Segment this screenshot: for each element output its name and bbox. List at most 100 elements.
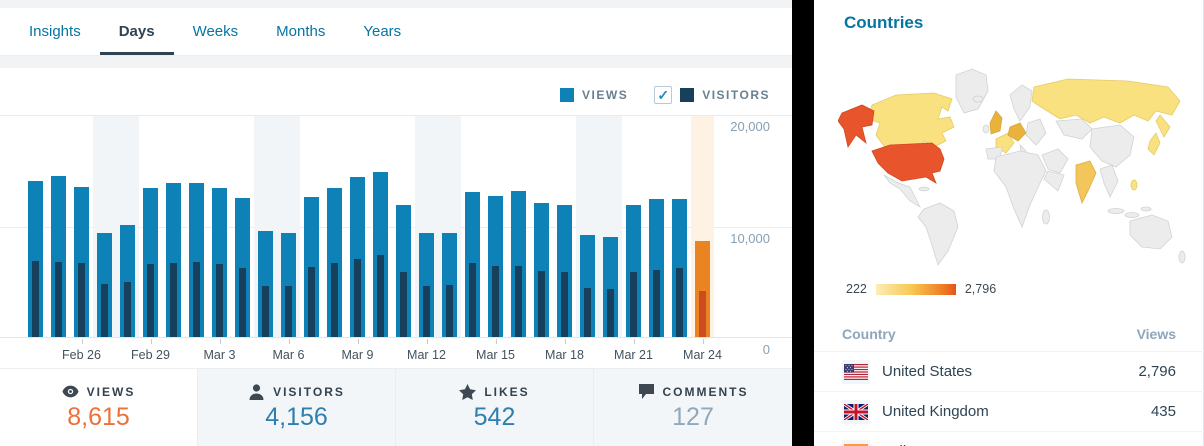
visitors-bar (699, 291, 706, 337)
visitors-bar (193, 262, 200, 337)
visitors-bar (584, 288, 591, 337)
bar-mar-3[interactable] (208, 114, 231, 337)
map-arabia (1043, 170, 1065, 192)
visitors-checkbox[interactable]: ✓ (654, 86, 673, 104)
country-row-india[interactable]: India341 (814, 432, 1204, 446)
bar-mar-4[interactable] (231, 114, 254, 337)
bar-mar-1[interactable] (162, 114, 185, 337)
visitors-bar (170, 263, 177, 337)
bar-feb-26[interactable] (70, 114, 93, 337)
bar-mar-16[interactable] (507, 114, 530, 337)
bar-mar-18[interactable] (553, 114, 576, 337)
bar-mar-20[interactable] (599, 114, 622, 337)
bar-feb-28[interactable] (116, 114, 139, 337)
country-row-united-states[interactable]: United States 2,796 (814, 352, 1204, 392)
bar-mar-23[interactable] (668, 114, 691, 337)
visitors-bar (492, 266, 499, 337)
map-alaska (838, 104, 875, 149)
map-united-states (871, 142, 945, 184)
x-tick-mark (219, 339, 221, 344)
bar-mar-15[interactable] (484, 114, 507, 337)
bar-mar-24[interactable] (691, 114, 714, 337)
bar-mar-21[interactable] (622, 114, 645, 337)
bar-feb-27[interactable] (93, 114, 116, 337)
tab-weeks[interactable]: Weeks (192, 23, 239, 40)
map-middle-east (1041, 148, 1069, 174)
x-axis-labels: Feb 26 Feb 29 Mar 3 Mar 6 Mar 9 Mar 12 Mar 15 M… (0, 339, 792, 368)
visitors-bar (469, 263, 476, 337)
bar-feb-24[interactable] (24, 114, 47, 337)
legend-views: VIEWS (560, 88, 628, 102)
views-bar (258, 231, 273, 337)
bar-mar-5[interactable] (254, 114, 277, 337)
summary-heading: VISITORS (248, 383, 345, 400)
x-tick-mark (81, 339, 83, 344)
tab-days[interactable]: Days (99, 8, 174, 55)
chart-card: VIEWS ✓ VISITORS 20,000 10,000 0 Feb 26 Feb… (0, 68, 792, 368)
views-bar (649, 199, 664, 337)
summary-comments[interactable]: COMMENTS 127 (594, 369, 792, 446)
map-africa (993, 150, 1047, 229)
map-indonesia-1 (1107, 208, 1125, 214)
bar-mar-13[interactable] (438, 114, 461, 337)
bar-mar-22[interactable] (645, 114, 668, 337)
summary-likes[interactable]: LIKES 542 (396, 369, 594, 446)
bar-feb-29[interactable] (139, 114, 162, 337)
map-philippines (1130, 179, 1138, 191)
bar-mar-11[interactable] (392, 114, 415, 337)
bar-mar-12[interactable] (415, 114, 438, 337)
summary-label: VIEWS (86, 384, 136, 399)
map-indonesia-2 (1124, 212, 1140, 218)
tab-years[interactable]: Years (363, 23, 402, 40)
stats-summary-row: VIEWS 8,615 VISITORS 4,156 LIKES 542 COMMENTS 1… (0, 368, 792, 446)
country-column-header: Country (842, 326, 896, 342)
visitors-bar (32, 261, 39, 337)
x-tick-mark (495, 339, 497, 344)
countries-title: Countries (844, 13, 924, 32)
person-icon (248, 383, 265, 400)
map-india (1075, 160, 1097, 205)
x-tick-mar-12: Mar 12 (407, 348, 446, 362)
summary-heading: COMMENTS (638, 383, 749, 400)
star-icon (459, 383, 477, 400)
country-views-value: 341 (1151, 443, 1176, 446)
summary-heading: VIEWS (62, 383, 136, 400)
visitors-bar (262, 286, 269, 337)
tab-insights[interactable]: Insights (29, 23, 81, 40)
world-map-heatmap[interactable] (838, 60, 1186, 272)
views-bar (350, 177, 365, 337)
bar-mar-7[interactable] (300, 114, 323, 337)
bar-mar-8[interactable] (323, 114, 346, 337)
x-tick-mark (702, 339, 704, 344)
bar-mar-19[interactable] (576, 114, 599, 337)
x-tick-mark (357, 339, 359, 344)
country-row-united-kingdom[interactable]: United Kingdom 435 (814, 392, 1204, 432)
summary-label: LIKES (484, 384, 530, 399)
x-tick-mar-15: Mar 15 (476, 348, 515, 362)
scale-gradient-bar (875, 283, 956, 295)
views-bar (327, 188, 342, 337)
views-color-chip (560, 88, 575, 102)
y-tick-0: 0 (762, 342, 770, 357)
map-australia (1129, 214, 1173, 250)
bar-mar-17[interactable] (530, 114, 553, 337)
visitors-bar (216, 264, 223, 337)
visitors-bar (354, 259, 361, 337)
bar-mar-10[interactable] (369, 114, 392, 337)
visitors-bar (285, 286, 292, 337)
views-bar (120, 225, 135, 337)
map-madagascar (1042, 209, 1050, 225)
bar-feb-25[interactable] (47, 114, 70, 337)
summary-visitors[interactable]: VISITORS 4,156 (198, 369, 396, 446)
bar-mar-14[interactable] (461, 114, 484, 337)
uk-flag (842, 399, 870, 424)
visitors-bar (423, 286, 430, 337)
tab-months[interactable]: Months (276, 23, 326, 40)
bar-mar-2[interactable] (185, 114, 208, 337)
x-tick-feb-26: Feb 26 (62, 348, 101, 362)
bar-mar-6[interactable] (277, 114, 300, 337)
visitors-legend-label: VISITORS (702, 88, 770, 102)
bar-mar-9[interactable] (346, 114, 369, 337)
countries-panel: Countries (814, 0, 1204, 446)
summary-views[interactable]: VIEWS 8,615 (0, 369, 198, 446)
